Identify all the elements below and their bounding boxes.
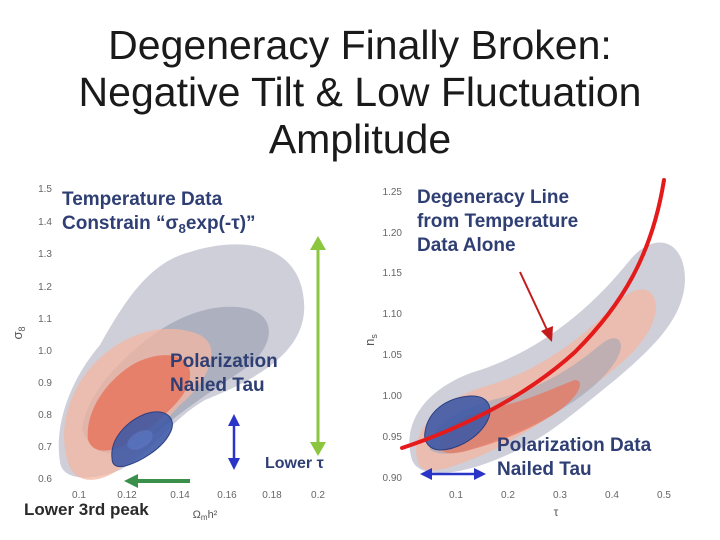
sigma-subscript: 8 [178, 220, 186, 236]
temperature-annotation: Temperature Data Constrain “σ8exp(-τ)” [62, 188, 256, 237]
lower-3rd-peak-annotation: Lower 3rd peak [24, 500, 149, 519]
right-y-tick: 1.05 [383, 350, 403, 361]
right-blue-core-contour [424, 395, 491, 451]
left-plot: 1.5 1.4 1.3 1.2 1.1 1.0 0.9 0.8 0.7 0.6 … [10, 184, 326, 522]
left-y-tick: 0.9 [38, 378, 52, 389]
left-y-tick: 1.3 [38, 249, 52, 260]
blue-horizontal-arrow-head-right [474, 468, 486, 480]
polarization-left-annotation: Polarization Nailed Tau [170, 350, 278, 398]
left-x-tick: 0.18 [262, 490, 282, 501]
left-y-ticks: 1.5 1.4 1.3 1.2 1.1 1.0 0.9 0.8 0.7 0.6 [38, 184, 52, 485]
left-x-tick: 0.16 [217, 490, 237, 501]
degeneracy-red-line [400, 178, 666, 450]
right-x-tick: 0.1 [449, 490, 463, 501]
polarization-left-line-1: Polarization [170, 351, 278, 372]
degeneracy-line-3: Data Alone [417, 235, 516, 256]
right-x-tick: 0.5 [657, 490, 671, 501]
polarization-right-line-2: Nailed Tau [497, 459, 592, 480]
right-y-tick: 1.10 [383, 309, 403, 320]
right-y-axis-label: ns [362, 334, 379, 346]
right-x-axis-label: τ [554, 505, 559, 519]
left-x-tick: 0.12 [117, 490, 137, 501]
right-x-ticks: 0.1 0.2 0.3 0.4 0.5 [449, 490, 671, 501]
lower-tau-annotation: Lower τ [265, 455, 324, 472]
right-x-tick: 0.2 [501, 490, 515, 501]
green-arrow-head-up [310, 236, 326, 250]
polarization-left-line-2: Nailed Tau [170, 375, 265, 396]
left-x-tick: 0.14 [170, 490, 190, 501]
left-x-tick: 0.1 [72, 490, 86, 501]
left-y-tick: 0.7 [38, 442, 52, 453]
left-x-axis-label: Ωmh² [193, 509, 218, 522]
red-pointer-head [541, 326, 553, 342]
polarization-right-line-1: Polarization Data [497, 435, 652, 456]
blue-vertical-arrow-head-down [228, 458, 240, 470]
title-line-3: Amplitude [268, 116, 452, 162]
right-y-tick: 0.95 [383, 432, 403, 443]
red-pointer-line [519, 271, 549, 333]
darkgreen-arrow-head [124, 474, 138, 488]
temperature-line-1: Temperature Data [62, 189, 223, 210]
blue-vertical-arrow-head-up [228, 414, 240, 426]
right-plot: 1.25 1.20 1.15 1.10 1.05 1.00 0.95 0.90 … [362, 178, 685, 519]
blue-horizontal-arrow-head-left [420, 468, 432, 480]
left-y-tick: 0.6 [38, 474, 52, 485]
title-line-2: Negative Tilt & Low Fluctuation [78, 69, 642, 115]
temperature-prefix: Constrain “ [62, 213, 166, 234]
degeneracy-line-1: Degeneracy Line [417, 187, 570, 208]
slide-title: Degeneracy Finally Broken: Negative Tilt… [40, 22, 680, 163]
right-y-tick: 1.25 [383, 187, 403, 198]
right-y-tick: 1.15 [383, 268, 403, 279]
sigma-symbol: σ [165, 213, 179, 234]
left-orange-inner-contour [87, 355, 191, 451]
temperature-suffix: exp(-τ)” [185, 213, 256, 234]
left-y-tick: 1.4 [38, 217, 52, 228]
left-y-axis-label: σ8 [10, 326, 27, 339]
right-y-tick: 0.90 [383, 473, 403, 484]
green-arrow-head-down [310, 442, 326, 456]
right-y-tick: 1.20 [383, 228, 403, 239]
left-y-tick: 1.2 [38, 282, 52, 293]
left-blue-core-highlight [127, 430, 153, 450]
polarization-right-annotation: Polarization Data Nailed Tau [497, 434, 651, 482]
left-y-tick: 1.0 [38, 346, 52, 357]
left-x-tick: 0.2 [311, 490, 325, 501]
degeneracy-annotation: Degeneracy Line from Temperature Data Al… [417, 186, 578, 258]
right-x-tick: 0.3 [553, 490, 567, 501]
right-x-tick: 0.4 [605, 490, 619, 501]
right-y-tick: 1.00 [383, 391, 403, 402]
title-line-1: Degeneracy Finally Broken: [108, 22, 612, 68]
temperature-line-2: Constrain “σ8exp(-τ)” [62, 212, 256, 237]
left-y-tick: 0.8 [38, 410, 52, 421]
left-y-tick: 1.1 [38, 314, 52, 325]
left-y-tick: 1.5 [38, 184, 52, 195]
right-y-ticks: 1.25 1.20 1.15 1.10 1.05 1.00 0.95 0.90 [383, 187, 403, 484]
degeneracy-line-2: from Temperature [417, 211, 579, 232]
left-x-ticks: 0.1 0.12 0.14 0.16 0.18 0.2 [72, 490, 325, 501]
